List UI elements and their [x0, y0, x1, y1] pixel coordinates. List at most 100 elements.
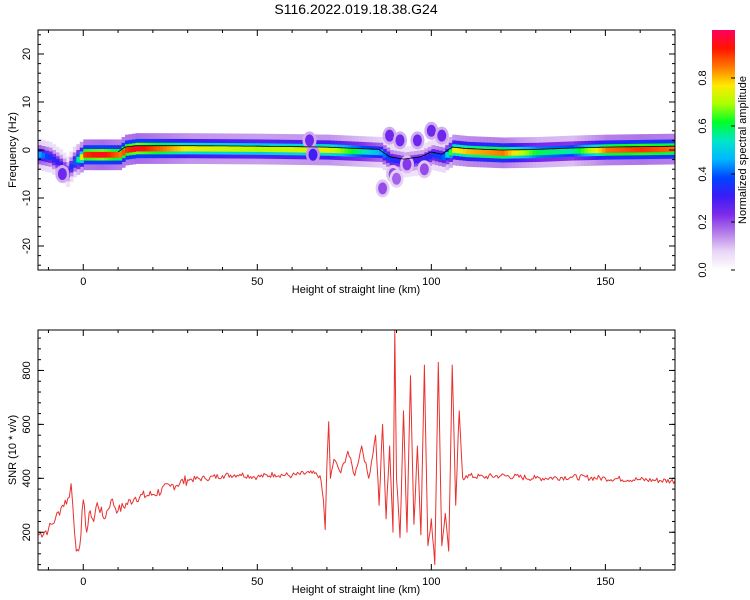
spectrogram-cell	[159, 145, 164, 152]
spectrogram-blob	[412, 134, 422, 147]
spectrogram-cell	[100, 151, 105, 158]
spectrogram-cell	[326, 147, 331, 153]
spectrogram-cell	[608, 147, 613, 153]
spectrogram-cell	[549, 148, 554, 155]
spectrogram-cell	[514, 149, 519, 156]
snr-y-axis-label: SNR (10 * v/v)	[7, 415, 19, 485]
spectrogram-cell	[612, 147, 617, 153]
spectrogram-cell	[452, 147, 457, 153]
spectrogram-cell	[177, 145, 182, 152]
spectrogram-cell	[389, 156, 394, 163]
spectrogram-cell	[83, 151, 88, 158]
spectrogram-cell	[570, 148, 575, 154]
spectrogram-blob	[308, 148, 318, 161]
x-tick-label: 0	[80, 276, 86, 288]
spectrogram-cell	[601, 147, 606, 153]
spectrogram-cell	[156, 145, 161, 152]
spectrogram-blob	[402, 158, 412, 171]
spectrogram-cell	[413, 157, 419, 164]
spectrogram-cell	[299, 146, 304, 153]
spectrogram-cell	[420, 156, 425, 163]
spectrogram-cell	[525, 149, 530, 156]
spectrogram-cell	[142, 145, 147, 152]
spectrogram-cell	[243, 146, 248, 152]
spectrogram-cell	[671, 146, 675, 152]
spectrogram-cell	[372, 149, 377, 155]
spectrogram-cell	[368, 149, 373, 155]
spectrogram-cell	[424, 155, 429, 161]
x-tick-label: 150	[596, 576, 614, 588]
spectrogram-cell	[386, 154, 391, 161]
spectrogram-cell	[135, 145, 140, 152]
spectrogram-cell	[285, 146, 290, 153]
snr-panel: 0 50 100 150 200 400 600 800 Height of straight…	[7, 329, 676, 596]
spectrogram-cell	[480, 149, 485, 155]
spectrogram-cell	[111, 151, 116, 158]
y-tick-label: 600	[21, 415, 33, 433]
colorbar-tick-label: 0.8	[697, 70, 709, 85]
spectrogram-cell	[114, 151, 119, 158]
spectrogram-cell	[462, 148, 467, 154]
spectrogram-cell	[553, 148, 558, 155]
spectrogram-cell	[591, 147, 596, 154]
spectrogram-cell	[365, 148, 370, 155]
spectrogram-cell	[487, 149, 492, 156]
spectrogram-cell	[657, 146, 662, 153]
spectrogram-cell	[194, 145, 199, 152]
spectrogram-cell	[337, 147, 342, 154]
spectrogram-cell	[518, 149, 523, 156]
spectrogram-cell	[198, 145, 203, 152]
spectrogram-cell	[556, 148, 561, 155]
spectrogram-cell	[445, 151, 450, 158]
spectrogram-cell	[640, 146, 645, 153]
spectrogram-cell	[661, 146, 666, 153]
snr-x-axis-label: Height of straight line (km)	[292, 584, 420, 596]
spectrogram-cell	[264, 146, 269, 153]
spectrogram-cell	[250, 146, 255, 152]
spectrogram-cell	[138, 145, 144, 152]
spectrogram-cell	[288, 146, 293, 153]
y-tick-label: -20	[21, 238, 33, 254]
spectrogram-cell	[187, 145, 192, 152]
spectrogram-cell	[344, 147, 349, 154]
spectrogram-cell	[563, 148, 568, 155]
spectrogram-cell	[542, 149, 547, 155]
spectrogram-cell	[358, 148, 363, 155]
spectrogram-cell	[257, 146, 262, 152]
spectrogram-cell	[504, 149, 509, 156]
spectrogram-cell	[281, 146, 286, 153]
spectrogram-cell	[222, 145, 227, 152]
spectrogram-cell	[69, 163, 74, 170]
y-tick-label: 200	[21, 523, 33, 541]
spectrogram-cell	[274, 146, 279, 153]
spectrogram-cell	[76, 156, 81, 163]
spectrogram-cell	[38, 151, 43, 158]
spectrogram-cell	[594, 147, 600, 154]
spectrogram-cell	[528, 149, 533, 156]
spectrogram-cell	[232, 145, 238, 152]
spectrogram-cell	[104, 151, 109, 158]
spectrogram-cell	[55, 159, 60, 165]
spectrogram-cell	[497, 149, 502, 156]
x-tick-label: 50	[251, 276, 263, 288]
spectrogram-blob	[395, 134, 405, 147]
spectrogram-cell	[128, 146, 133, 153]
spectrogram-cell	[86, 151, 91, 158]
x-tick-label: 50	[251, 576, 263, 588]
y-tick-label: 400	[21, 469, 33, 487]
spectrogram-cell	[72, 159, 77, 165]
spectrogram-cell	[605, 147, 610, 153]
spectrogram-cell	[267, 146, 272, 153]
colorbar-tick-label: 0.0	[697, 262, 709, 277]
spectrogram-cell	[295, 146, 300, 153]
spectrogram-cell	[44, 153, 50, 160]
spectrogram-cell	[598, 147, 603, 154]
spectrogram-cell	[622, 146, 627, 153]
colorbar-gradient	[712, 30, 735, 270]
spectrogram-blob	[57, 168, 67, 180]
spectrogram-cell	[48, 154, 53, 161]
spectrogram-cell	[643, 146, 648, 153]
spectrogram-blob	[426, 124, 436, 137]
spectrogram-cell	[201, 145, 206, 152]
spectrogram-blob	[419, 163, 429, 176]
